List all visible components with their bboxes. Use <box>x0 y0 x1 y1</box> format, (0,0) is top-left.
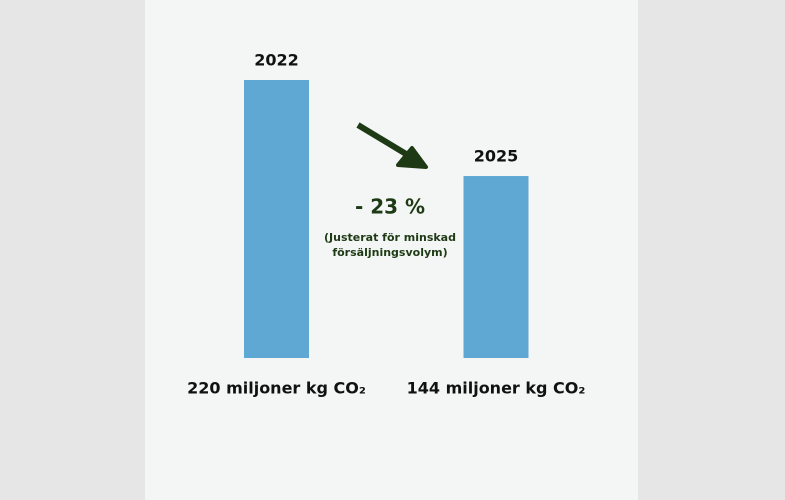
category-label: 2025 <box>474 147 519 166</box>
trend-arrow <box>356 122 428 169</box>
bar <box>244 80 309 358</box>
panel <box>145 0 638 500</box>
bar <box>463 176 529 358</box>
change-label: - 23 % <box>355 195 425 219</box>
note: försäljningsvolym) <box>332 246 447 259</box>
note: (Justerat för minskad <box>324 231 456 244</box>
category-label: 2022 <box>254 51 299 70</box>
value-label: 220 miljoner kg CO₂ <box>187 379 366 398</box>
value-label: 144 miljoner kg CO₂ <box>407 379 586 398</box>
